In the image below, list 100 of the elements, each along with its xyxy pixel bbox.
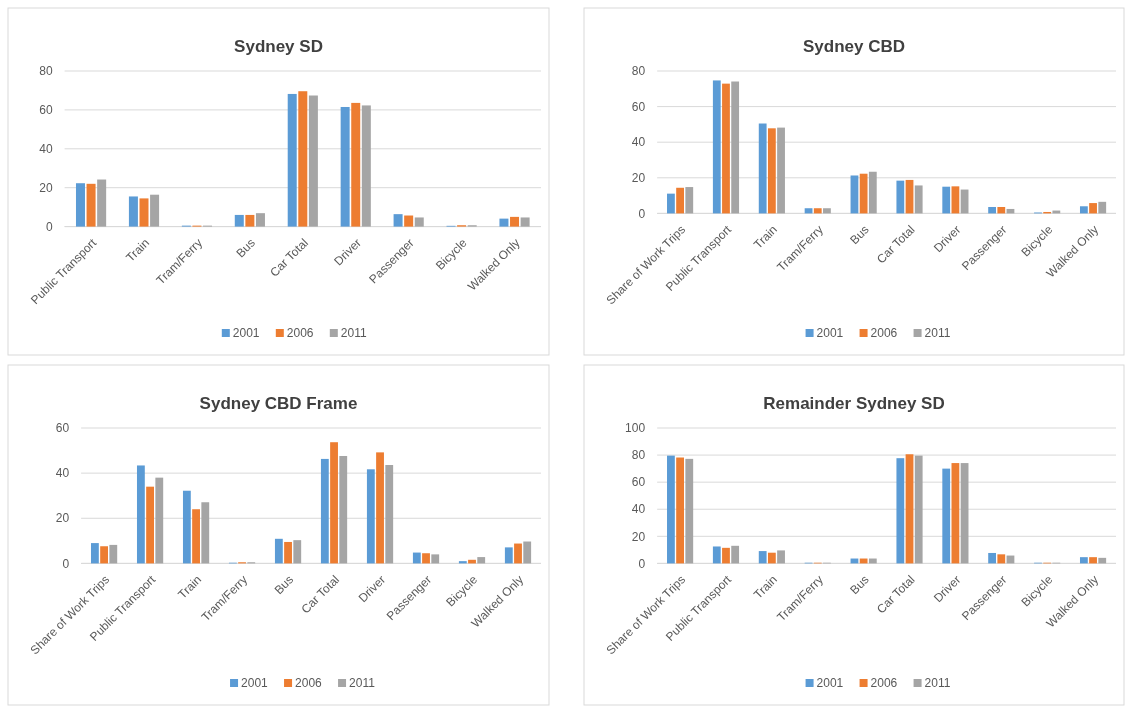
bar	[287, 93, 297, 227]
bar	[667, 455, 675, 564]
bar	[109, 544, 118, 564]
bar	[731, 81, 740, 214]
bar	[685, 187, 694, 214]
bar	[712, 80, 721, 214]
legend-label: 2006	[870, 676, 898, 691]
legend-label: 2006	[295, 676, 323, 691]
bar	[1098, 201, 1107, 214]
bar	[234, 214, 244, 227]
bar	[914, 185, 923, 214]
bar	[510, 216, 520, 227]
legend-label: 2011	[924, 676, 951, 691]
bar	[777, 127, 785, 214]
x-tick-label: Bus	[271, 572, 297, 598]
x-tick-label: Train	[123, 235, 153, 265]
y-tick-label: 60	[39, 103, 53, 118]
chart-title: Sydney CBD Frame	[199, 394, 358, 413]
bar	[731, 545, 740, 564]
bar	[997, 554, 1006, 564]
bar	[100, 546, 108, 564]
legend-label: 2011	[349, 676, 376, 691]
bar	[1089, 203, 1097, 214]
bar	[504, 547, 513, 564]
bar	[320, 458, 329, 564]
legend-label: 2006	[870, 326, 898, 341]
bar	[514, 543, 522, 564]
bar	[351, 102, 361, 227]
bar	[274, 538, 283, 564]
y-tick-label: 100	[625, 421, 646, 436]
y-tick-label: 20	[631, 171, 646, 185]
bar	[997, 206, 1006, 214]
bar	[298, 91, 308, 227]
y-tick-label: 0	[638, 556, 646, 571]
x-tick-label: Train	[751, 222, 780, 252]
bar	[75, 183, 85, 227]
bar	[712, 546, 721, 564]
bar	[385, 465, 394, 564]
bar	[942, 468, 951, 564]
legend-label: 2001	[232, 326, 260, 341]
bar	[245, 214, 255, 227]
x-tick-label: Bus	[847, 222, 872, 248]
legend-label: 2001	[816, 326, 844, 341]
chart-title: Sydney CBD	[802, 37, 906, 56]
bar	[667, 193, 675, 214]
bar	[685, 458, 694, 564]
bar	[255, 213, 265, 227]
y-tick-label: 40	[631, 135, 646, 150]
y-tick-label: 40	[55, 466, 70, 481]
bar	[914, 455, 923, 564]
bar	[905, 454, 914, 564]
y-tick-label: 0	[62, 556, 70, 571]
bar	[758, 551, 767, 564]
bar	[192, 509, 200, 564]
bar	[412, 552, 421, 564]
bar	[97, 179, 107, 227]
bar	[393, 214, 403, 227]
bar	[146, 486, 154, 564]
chart-title: Remainder Sydney SD	[763, 394, 945, 413]
bar	[896, 458, 905, 564]
bar	[128, 196, 138, 227]
y-tick-label: 0	[45, 219, 53, 234]
bar	[155, 477, 164, 564]
bar	[722, 547, 730, 564]
y-tick-label: 40	[631, 502, 646, 517]
bar	[86, 183, 96, 227]
bar	[136, 465, 145, 564]
bar	[376, 452, 384, 564]
bar	[896, 180, 905, 214]
bar	[499, 218, 509, 227]
bar	[1098, 557, 1107, 564]
bar	[366, 469, 375, 564]
x-tick-label: Bus	[847, 572, 872, 598]
bar	[1079, 557, 1088, 564]
bar	[414, 217, 424, 227]
bar	[777, 550, 785, 564]
y-tick-label: 0	[638, 206, 646, 221]
legend-label: 2001	[241, 676, 269, 691]
legend-label: 2011	[924, 326, 951, 341]
legend-label: 2001	[816, 676, 844, 691]
y-tick-label: 80	[39, 64, 53, 79]
bar	[868, 171, 877, 214]
y-tick-label: 60	[631, 99, 646, 114]
bar	[1089, 557, 1097, 564]
bar	[676, 457, 684, 564]
bar	[758, 123, 767, 214]
legend-label: 2006	[286, 326, 314, 341]
y-tick-label: 60	[631, 475, 646, 490]
bar	[988, 206, 997, 214]
y-tick-label: 20	[39, 180, 53, 195]
bar	[477, 557, 486, 564]
bar	[1079, 206, 1088, 214]
bar	[404, 215, 414, 227]
legend-label: 2011	[340, 326, 367, 341]
bar	[150, 194, 160, 227]
bar	[201, 502, 210, 564]
bar	[767, 552, 776, 564]
bar	[813, 208, 822, 214]
bar	[422, 553, 430, 564]
bar	[523, 541, 532, 564]
